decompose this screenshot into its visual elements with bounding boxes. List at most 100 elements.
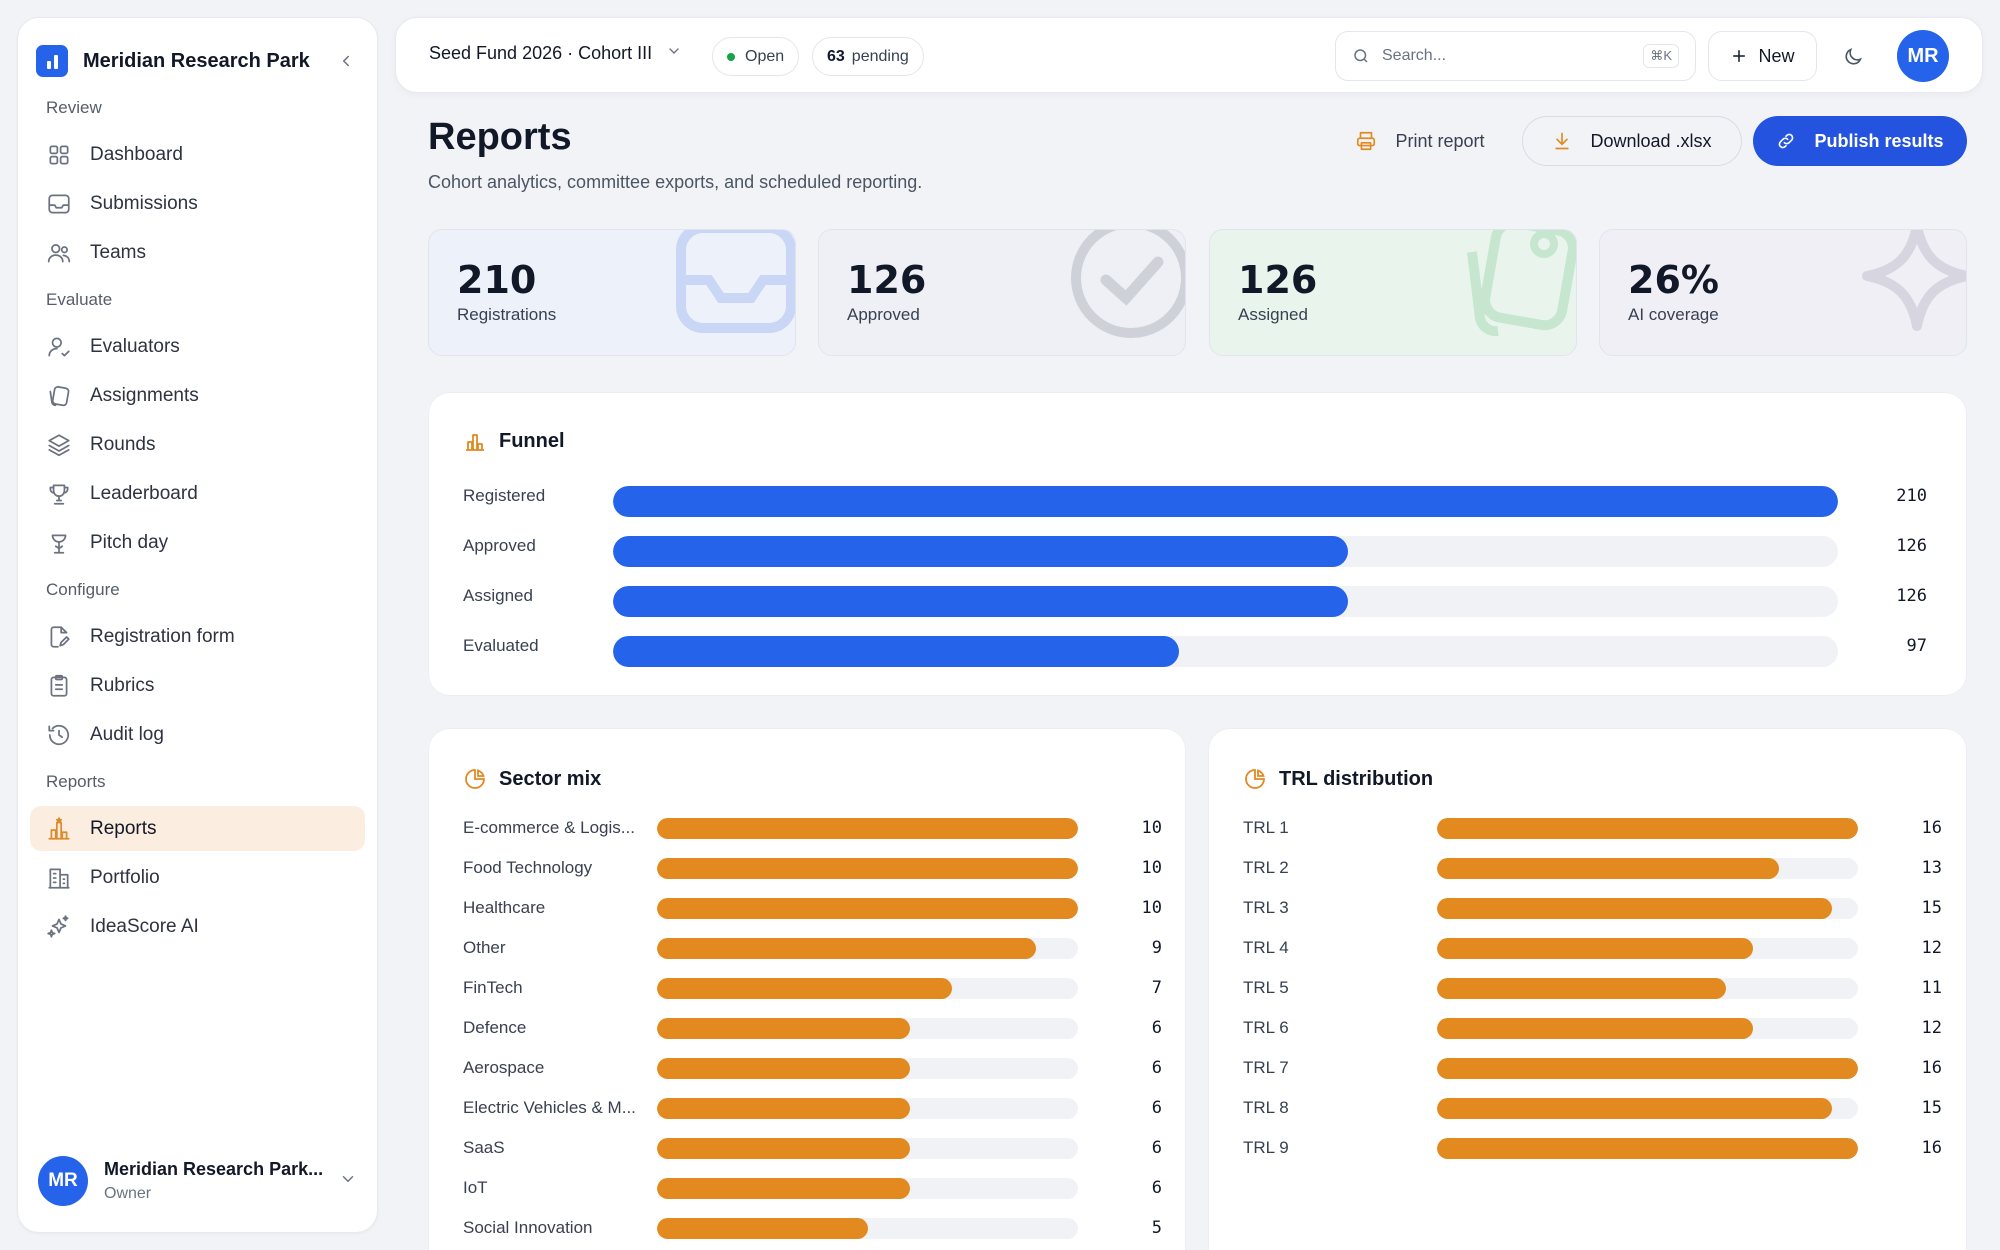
page-title: Reports — [428, 116, 572, 158]
sidebar-item-audit-log[interactable]: Audit log — [30, 712, 365, 757]
pending-label: pending — [851, 47, 909, 65]
kpi-card-registrations: 210 Registrations — [428, 229, 796, 356]
trl-row: TRL 3 15 — [1209, 895, 1966, 925]
funnel-bar — [613, 586, 1348, 617]
sector-row-value: 5 — [1151, 1218, 1162, 1238]
sector-row: Electric Vehicles & M... 6 — [429, 1095, 1185, 1125]
sparkles-icon — [46, 914, 90, 940]
funnel-title: Funnel — [499, 429, 565, 452]
brand: Meridian Research Park — [36, 28, 359, 94]
trl-row-value: 16 — [1921, 1138, 1942, 1158]
avatar[interactable]: MR — [1897, 30, 1949, 82]
status-badge: Open — [712, 37, 800, 76]
layers-icon — [46, 432, 90, 458]
trl-bar — [1437, 898, 1832, 919]
trl-bar-track — [1437, 938, 1858, 959]
funnel-bar — [613, 536, 1348, 567]
trl-row: TRL 4 12 — [1209, 935, 1966, 965]
form-icon — [46, 624, 90, 650]
assignments-icon — [46, 383, 90, 409]
sidebar-item-label: Reports — [90, 817, 157, 839]
sidebar-item-leaderboard[interactable]: Leaderboard — [30, 471, 365, 516]
trl-bar-track — [1437, 1138, 1858, 1159]
kpi-card-ai-coverage: 26% AI coverage — [1599, 229, 1967, 356]
publish-results-button[interactable]: Publish results — [1753, 116, 1967, 166]
sidebar-item-assignments[interactable]: Assignments — [30, 373, 365, 418]
printer-icon — [1355, 130, 1377, 152]
sidebar-item-rounds[interactable]: Rounds — [30, 422, 365, 467]
sidebar-item-label: Rubrics — [90, 674, 155, 696]
trl-row-label: TRL 3 — [1243, 898, 1289, 917]
trl-title: TRL distribution — [1279, 767, 1434, 790]
sidebar-item-label: Registration form — [90, 625, 235, 647]
trl-bar — [1437, 858, 1780, 879]
cohort-selector[interactable]: Seed Fund 2026 · Cohort III — [429, 43, 682, 64]
sector-row-label: SaaS — [463, 1138, 505, 1157]
sidebar-item-label: Pitch day — [90, 531, 169, 553]
trl-row: TRL 7 16 — [1209, 1055, 1966, 1085]
funnel-row: Assigned 126 — [429, 583, 1966, 617]
pie-chart-icon — [463, 767, 487, 791]
sector-mix-card: Sector mix E-commerce & Logis... 10 Food… — [428, 728, 1186, 1250]
search-input[interactable]: Search... ⌘K — [1335, 31, 1696, 81]
kpi-label: Approved — [847, 305, 920, 324]
trl-row-value: 15 — [1921, 1098, 1942, 1118]
sidebar-item-ideascore-ai[interactable]: IdeaScore AI — [30, 904, 365, 949]
trl-bar-track — [1437, 858, 1858, 879]
chevron-left-icon[interactable] — [333, 48, 359, 74]
trl-row-label: TRL 2 — [1243, 858, 1289, 877]
sidebar-item-submissions[interactable]: Submissions — [30, 181, 365, 226]
sector-bar-track — [657, 938, 1078, 959]
new-label: New — [1758, 45, 1795, 66]
trl-row-value: 12 — [1921, 1018, 1942, 1038]
pie-chart-icon — [1243, 767, 1267, 791]
trl-bar-track — [1437, 1058, 1858, 1079]
sector-row-value: 10 — [1141, 898, 1162, 918]
sector-bar-track — [657, 1178, 1078, 1199]
kpi-card-assigned: 126 Assigned — [1209, 229, 1577, 356]
sector-row-label: Healthcare — [463, 898, 546, 917]
trl-row-label: TRL 7 — [1243, 1058, 1289, 1077]
sidebar-item-evaluators[interactable]: Evaluators — [30, 324, 365, 369]
trl-row-label: TRL 4 — [1243, 938, 1289, 957]
sector-row-value: 6 — [1151, 1098, 1162, 1118]
sidebar-item-label: Rounds — [90, 433, 156, 455]
funnel-bar-track — [613, 636, 1838, 667]
sidebar-item-rubrics[interactable]: Rubrics — [30, 663, 365, 708]
trl-row-value: 13 — [1921, 858, 1942, 878]
trl-row-value: 16 — [1921, 818, 1942, 838]
sector-row-value: 7 — [1151, 978, 1162, 998]
sidebar-item-dashboard[interactable]: Dashboard — [30, 132, 365, 177]
trl-bar-track — [1437, 818, 1858, 839]
funnel-row-label: Approved — [463, 536, 536, 555]
trl-row-value: 15 — [1921, 898, 1942, 918]
inbox-icon — [676, 230, 795, 333]
download-xlsx-button[interactable]: Download .xlsx — [1522, 116, 1742, 166]
sector-bar-track — [657, 1098, 1078, 1119]
sidebar-item-reports[interactable]: Reports — [30, 806, 365, 851]
sidebar-item-pitch-day[interactable]: Pitch day — [30, 520, 365, 565]
print-report-button[interactable]: Print report — [1330, 116, 1510, 166]
new-button[interactable]: New — [1708, 31, 1817, 81]
sidebar-item-label: IdeaScore AI — [90, 915, 199, 937]
user-menu[interactable]: MR Meridian Research Park... Owner — [38, 1150, 357, 1212]
history-icon — [46, 722, 90, 748]
trl-row-label: TRL 9 — [1243, 1138, 1289, 1157]
sidebar-item-registration-form[interactable]: Registration form — [30, 614, 365, 659]
sidebar-item-label: Portfolio — [90, 866, 160, 888]
sector-row-value: 6 — [1151, 1178, 1162, 1198]
sidebar-item-portfolio[interactable]: Portfolio — [30, 855, 365, 900]
trl-bar-track — [1437, 1018, 1858, 1039]
kpi-value: 26% — [1628, 258, 1719, 302]
sector-row: Social Innovation 5 — [429, 1215, 1185, 1245]
kpi-value: 210 — [457, 258, 537, 302]
clipboard-icon — [46, 673, 90, 699]
sidebar-item-teams[interactable]: Teams — [30, 230, 365, 275]
search-shortcut: ⌘K — [1643, 44, 1679, 68]
users-icon — [46, 240, 90, 266]
funnel-card: Funnel Registered 210 Approved 126 Assig… — [428, 392, 1967, 696]
sector-row-value: 6 — [1151, 1058, 1162, 1078]
funnel-row-value: 97 — [1906, 636, 1927, 656]
moon-icon[interactable] — [1834, 38, 1872, 76]
sector-bar-track — [657, 818, 1078, 839]
